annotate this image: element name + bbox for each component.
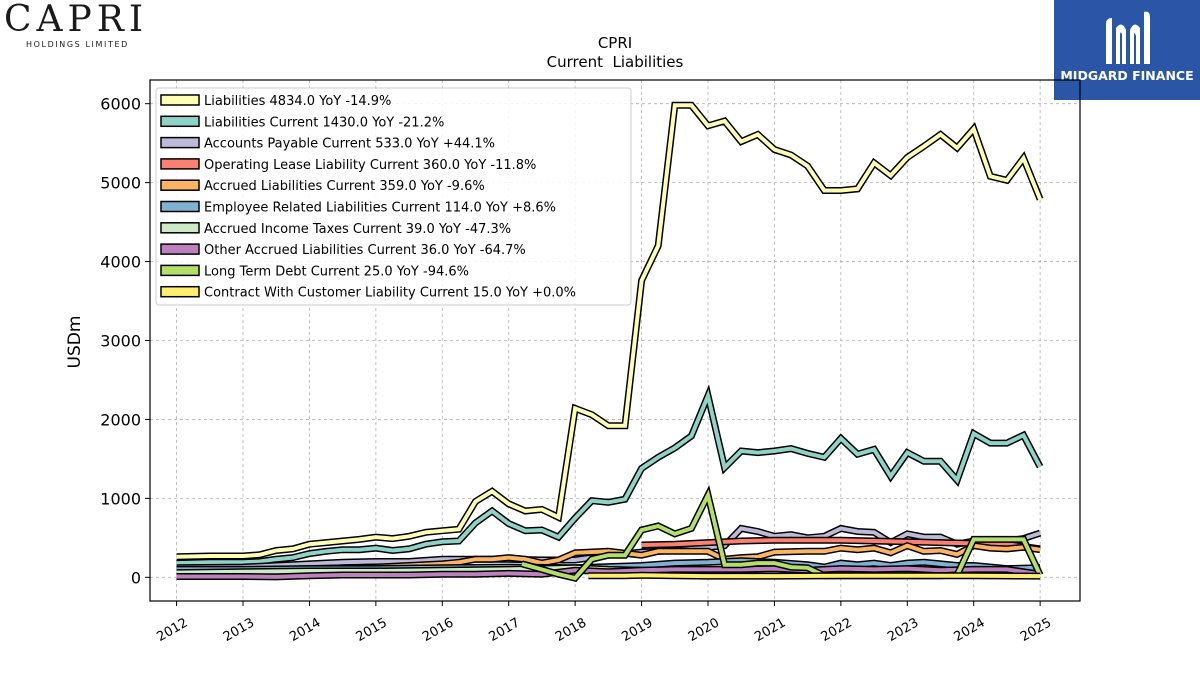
legend-entry-label: Accrued Liabilities Current 359.0 YoY -9… <box>204 179 485 194</box>
series-line <box>176 543 1041 573</box>
series-line <box>176 566 1041 579</box>
y-tick-label: 1000 <box>100 489 141 508</box>
series-line <box>521 489 1042 581</box>
y-axis-ticks: 0 1000 2000 3000 4000 5000 6000 <box>100 95 150 587</box>
x-tick-label: 2016 <box>420 615 456 645</box>
series-line <box>176 389 1042 566</box>
x-tick-label: 2019 <box>619 615 655 645</box>
x-tick-label: 2018 <box>553 615 589 645</box>
legend-entry-label: Other Accrued Liabilities Current 36.0 Y… <box>204 243 526 258</box>
y-tick-label: 3000 <box>100 332 141 351</box>
legend-entry-label: Operating Lease Liability Current 360.0 … <box>204 158 536 173</box>
x-tick-label: 2022 <box>819 615 855 645</box>
capri-logo-subtitle: HOLDINGS LIMITED <box>26 40 129 49</box>
y-tick-label: 5000 <box>100 174 141 193</box>
y-tick-label: 2000 <box>100 410 141 429</box>
series-line <box>588 573 1041 579</box>
midgard-finance-mark-icon <box>1106 11 1150 65</box>
x-tick-label: 2024 <box>952 615 988 645</box>
legend-swatch <box>160 158 200 170</box>
midgard-finance-logo: MIDGARD FINANCE <box>1054 0 1200 100</box>
series-line <box>176 526 1041 570</box>
legend-entry-label: Accounts Payable Current 533.0 YoY +44.1… <box>204 137 495 152</box>
y-axis-label: USDm <box>65 316 85 369</box>
legend-entry-label: Long Term Debt Current 25.0 YoY -94.6% <box>204 264 469 279</box>
series-line <box>176 103 1042 559</box>
x-tick-label: 2012 <box>154 615 190 645</box>
chart-series-layer <box>176 101 1044 582</box>
legend-swatch <box>160 200 200 213</box>
x-tick-label: 2023 <box>885 615 921 645</box>
x-tick-label: 2017 <box>487 615 523 645</box>
legend-swatch <box>160 285 200 298</box>
legend-swatch <box>160 243 200 255</box>
chart-legend: Liabilities 4834.0 YoY -14.9% Liabilities… <box>155 87 632 306</box>
legend-entry-label: Contract With Customer Liability Current… <box>204 286 576 301</box>
legend-entry-label: Employee Related Liabilities Current 114… <box>204 201 556 216</box>
legend-entry-label: Accrued Income Taxes Current 39.0 YoY -4… <box>204 222 511 237</box>
chart-subtitle: Current Liabilities <box>547 53 684 71</box>
legend-swatch <box>160 115 200 128</box>
legend-swatch <box>160 179 200 191</box>
y-tick-label: 0 <box>131 568 141 587</box>
midgard-finance-logo-text: MIDGARD FINANCE <box>1060 68 1194 83</box>
y-tick-label: 6000 <box>100 95 141 114</box>
x-tick-label: 2021 <box>752 615 788 645</box>
legend-entry-label: Liabilities Current 1430.0 YoY -21.2% <box>204 115 444 130</box>
legend-swatch <box>160 222 200 234</box>
chart-title: CPRI <box>598 34 632 52</box>
capri-logo-brand: CAPRI <box>4 0 149 40</box>
legend-entry-label: Liabilities 4834.0 YoY -14.9% <box>204 94 391 109</box>
x-tick-label: 2013 <box>221 615 257 645</box>
legend-box <box>155 87 632 306</box>
y-tick-label: 4000 <box>100 253 141 272</box>
x-tick-label: 2025 <box>1018 615 1054 645</box>
capri-logo: CAPRI HOLDINGS LIMITED <box>0 0 160 60</box>
x-tick-label: 2020 <box>686 615 722 645</box>
legend-swatch <box>160 136 200 149</box>
legend-swatch <box>160 264 200 277</box>
legend-swatch <box>160 94 200 106</box>
x-tick-label: 2014 <box>287 615 323 645</box>
x-tick-label: 2015 <box>354 615 390 645</box>
x-axis-ticks: 2012 2013 2014 2015 2016 2017 2018 2019 2020 2021… <box>154 601 1054 645</box>
